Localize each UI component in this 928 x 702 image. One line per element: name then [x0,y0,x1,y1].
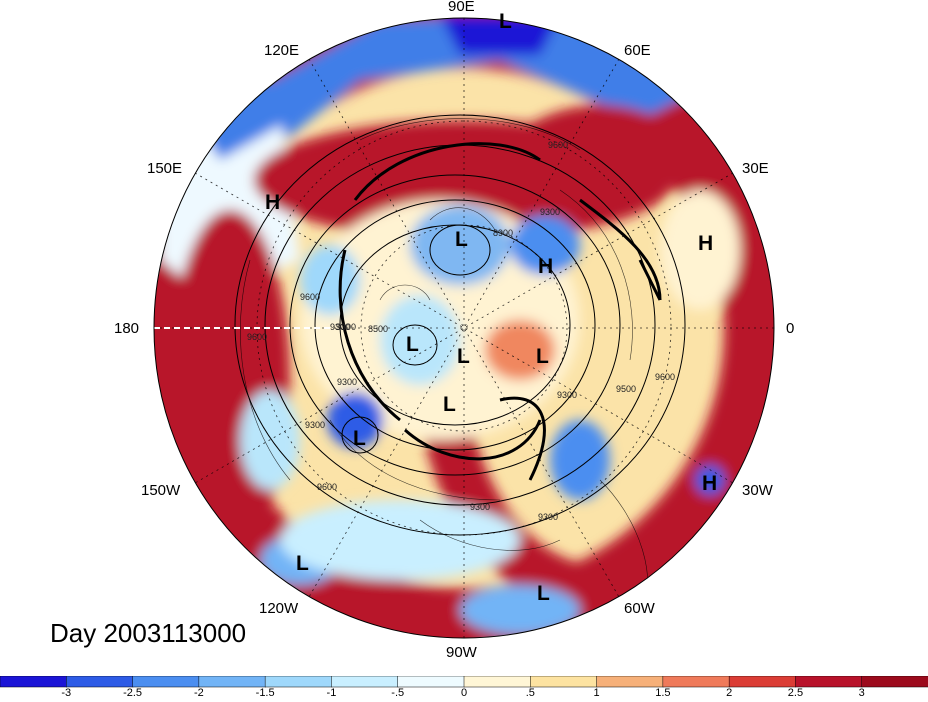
colorbar-tick-label: -2 [193,687,204,699]
colorbar-tick-label: 2.5 [787,687,804,699]
colorbar-swatch [861,676,928,688]
contour-label: 9500 [616,384,636,394]
colorbar-tick-label: -3 [61,687,72,699]
longitude-label: 60W [624,600,655,617]
colorbar-swatch [66,676,134,688]
map-boundary [153,17,775,639]
high-pressure-marker: H [538,255,554,278]
low-pressure-marker: L [537,582,550,605]
colorbar-tick-label: -1 [326,687,337,699]
low-pressure-marker: L [536,345,549,368]
longitude-label: 30E [742,160,769,177]
contour-label: 9300 [557,390,577,400]
colorbar-swatch [264,676,333,688]
colorbar-tick-label: 3 [858,687,865,699]
colorbar-tick-label: 0 [460,687,468,699]
contour-label: 9300 [305,420,325,430]
high-pressure-marker: H [698,232,714,255]
longitude-label: 90E [448,0,475,15]
contour-label: 9300 [330,322,350,332]
colorbar-swatch [463,676,532,688]
low-pressure-marker: L [296,552,309,575]
longitude-label: 120W [259,600,299,617]
longitude-label: 30W [742,482,773,499]
low-pressure-marker: L [455,228,468,251]
longitude-label: 60E [624,42,651,59]
high-pressure-marker: H [702,472,718,495]
contour-label: 8900 [493,228,513,238]
longitude-label: 150E [147,160,183,177]
longitude-label: 120E [264,42,300,59]
colorbar-tick-label: -.5 [391,687,405,699]
colorbar-swatch [132,676,200,688]
colorbar [0,676,928,688]
colorbar-tick-label: 2 [726,687,733,699]
contour-label: 9600 [655,372,675,382]
contour-label: 9600 [548,140,568,150]
polar-map: 9600930089009300950096009300930093008500… [153,17,775,639]
longitude-label: 0 [786,320,795,337]
day-label: Day 2003113000 [50,618,247,648]
contour-label: 9300 [538,512,558,522]
low-pressure-marker: L [499,10,512,33]
colorbar-tick-label: .5 [525,687,535,699]
colorbar-swatch [331,676,399,688]
low-pressure-marker: L [443,393,456,416]
contour-label: 9600 [247,332,267,342]
colorbar-tick-label: -1.5 [255,687,275,699]
longitude-label: 150W [141,482,181,499]
contour-label: 9300 [470,502,490,512]
colorbar-swatch [397,676,465,688]
contour-label: 8500 [368,324,388,334]
colorbar-swatch [662,676,730,688]
colorbar-swatch [795,676,863,688]
colorbar-tick-label: -2.5 [123,687,143,699]
contour-label: 9300 [540,207,560,217]
low-pressure-marker: L [457,345,470,368]
contour-labels: 9600930089009300950096009300930093008500… [247,140,675,522]
contour-label: 9600 [317,482,337,492]
colorbar-swatch [198,676,266,688]
colorbar-swatch [728,676,797,688]
contour-label: 9300 [336,322,356,332]
colorbar-tick-label: 1.5 [655,687,671,699]
colorbar-swatch [530,676,598,688]
contour-label: 9600 [300,292,320,302]
low-pressure-marker: L [406,333,419,356]
colorbar-swatch [596,676,664,688]
colorbar-swatch [0,676,68,688]
longitude-label: 180 [114,320,140,337]
high-pressure-marker: H [265,191,281,214]
colorbar-tick-label: 1 [593,687,600,699]
longitude-label: 90W [446,644,477,661]
contour-label: 9300 [337,377,357,387]
low-pressure-marker: L [353,427,366,450]
